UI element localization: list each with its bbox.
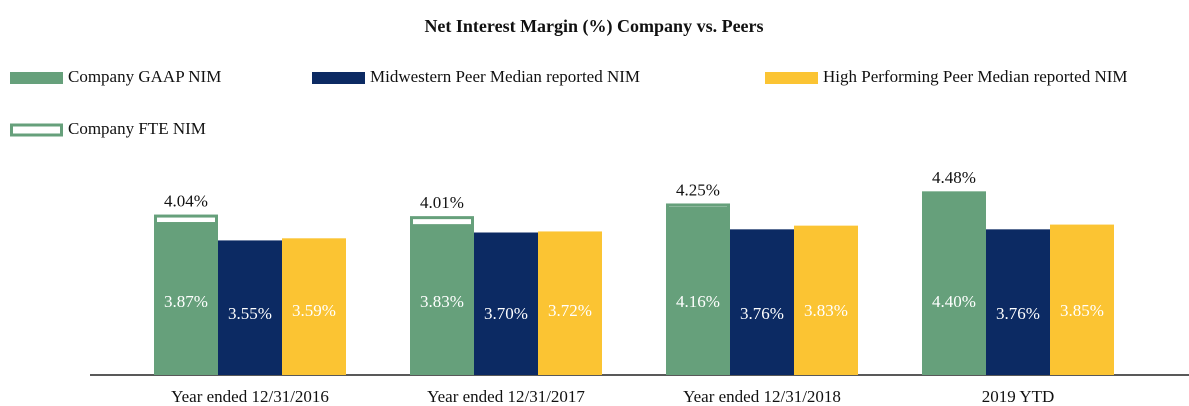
bar xyxy=(666,208,730,375)
legend-swatch xyxy=(765,72,818,84)
x-tick-label: Year ended 12/31/2016 xyxy=(171,387,329,406)
value-label: 3.76% xyxy=(740,304,784,323)
bar xyxy=(410,225,474,375)
x-tick-label: Year ended 12/31/2018 xyxy=(683,387,841,406)
value-label: 4.40% xyxy=(932,292,976,311)
value-label: 4.25% xyxy=(676,180,720,199)
value-label: 4.01% xyxy=(420,193,464,212)
bar xyxy=(794,225,858,375)
value-label: 3.83% xyxy=(420,292,464,311)
x-tick-label: 2019 YTD xyxy=(982,387,1055,406)
bar xyxy=(282,238,346,375)
legend-label: Company FTE NIM xyxy=(68,119,206,138)
fte-bar xyxy=(154,214,218,226)
x-tick-label: Year ended 12/31/2017 xyxy=(427,387,585,406)
value-label: 3.70% xyxy=(484,304,528,323)
bar xyxy=(538,231,602,375)
fte-bar xyxy=(922,191,986,198)
value-label: 3.76% xyxy=(996,304,1040,323)
value-label: 3.55% xyxy=(228,304,272,323)
bar xyxy=(154,223,218,375)
value-label: 3.87% xyxy=(164,292,208,311)
value-label: 3.59% xyxy=(292,301,336,320)
bar xyxy=(1050,224,1114,375)
bar xyxy=(218,240,282,375)
legend-label: Midwestern Peer Median reported NIM xyxy=(370,67,640,86)
bar xyxy=(986,229,1050,375)
fte-bar xyxy=(410,216,474,228)
value-label: 3.83% xyxy=(804,301,848,320)
bar xyxy=(474,232,538,375)
fte-bar xyxy=(666,203,730,210)
bar xyxy=(730,229,794,375)
value-label: 4.48% xyxy=(932,168,976,187)
value-label: 3.72% xyxy=(548,301,592,320)
legend-label: Company GAAP NIM xyxy=(68,67,221,86)
legend-swatch xyxy=(10,123,63,137)
legend-swatch xyxy=(312,72,365,84)
value-label: 4.16% xyxy=(676,292,720,311)
legend-swatch xyxy=(10,72,63,84)
bar xyxy=(922,195,986,375)
value-label: 4.04% xyxy=(164,191,208,210)
value-label: 3.85% xyxy=(1060,301,1104,320)
legend-label: High Performing Peer Median reported NIM xyxy=(823,67,1128,86)
chart-title: Net Interest Margin (%) Company vs. Peer… xyxy=(424,16,763,37)
